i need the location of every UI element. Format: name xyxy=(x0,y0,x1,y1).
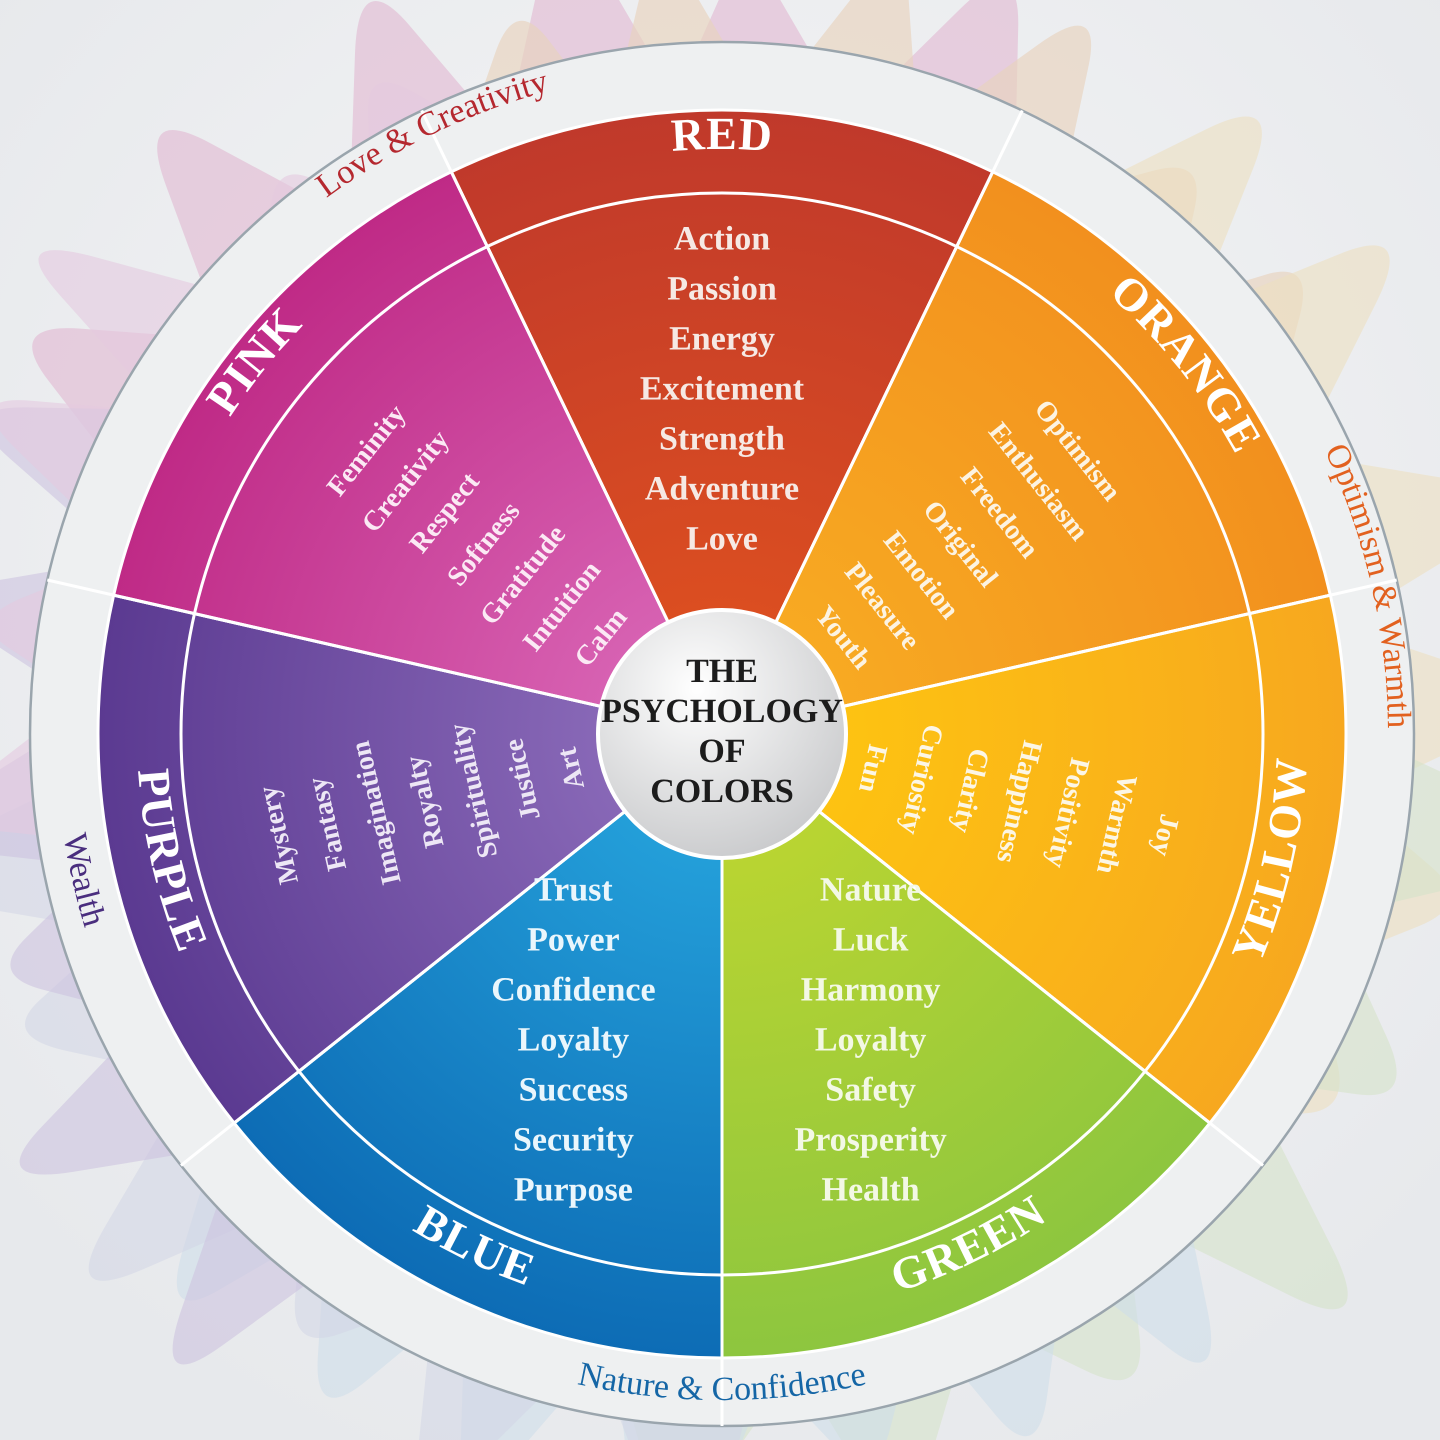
svg-text:Loyalty: Loyalty xyxy=(815,1021,926,1058)
svg-text:Health: Health xyxy=(822,1171,920,1208)
svg-text:Success: Success xyxy=(519,1071,629,1108)
svg-text:Trust: Trust xyxy=(534,871,613,908)
svg-text:THE: THE xyxy=(686,653,758,690)
svg-text:Love: Love xyxy=(686,520,758,557)
svg-text:Adventure: Adventure xyxy=(645,470,799,507)
svg-text:Excitement: Excitement xyxy=(640,370,805,407)
svg-text:Security: Security xyxy=(513,1121,634,1158)
svg-text:Safety: Safety xyxy=(825,1071,916,1108)
svg-text:Passion: Passion xyxy=(667,270,777,307)
svg-text:RED: RED xyxy=(670,108,775,161)
svg-text:Purpose: Purpose xyxy=(514,1171,633,1208)
svg-text:Nature: Nature xyxy=(820,871,921,908)
svg-text:Loyalty: Loyalty xyxy=(518,1021,629,1058)
svg-text:Confidence: Confidence xyxy=(491,971,655,1008)
svg-text:Power: Power xyxy=(527,921,620,958)
svg-text:COLORS: COLORS xyxy=(650,773,794,810)
svg-text:Action: Action xyxy=(674,220,770,257)
svg-text:Luck: Luck xyxy=(833,921,909,958)
svg-text:OF: OF xyxy=(698,733,745,770)
svg-text:Strength: Strength xyxy=(659,420,785,457)
svg-text:PSYCHOLOGY: PSYCHOLOGY xyxy=(601,693,843,730)
svg-text:Prosperity: Prosperity xyxy=(794,1121,946,1158)
svg-text:Harmony: Harmony xyxy=(801,971,941,1008)
svg-text:Energy: Energy xyxy=(669,320,775,357)
